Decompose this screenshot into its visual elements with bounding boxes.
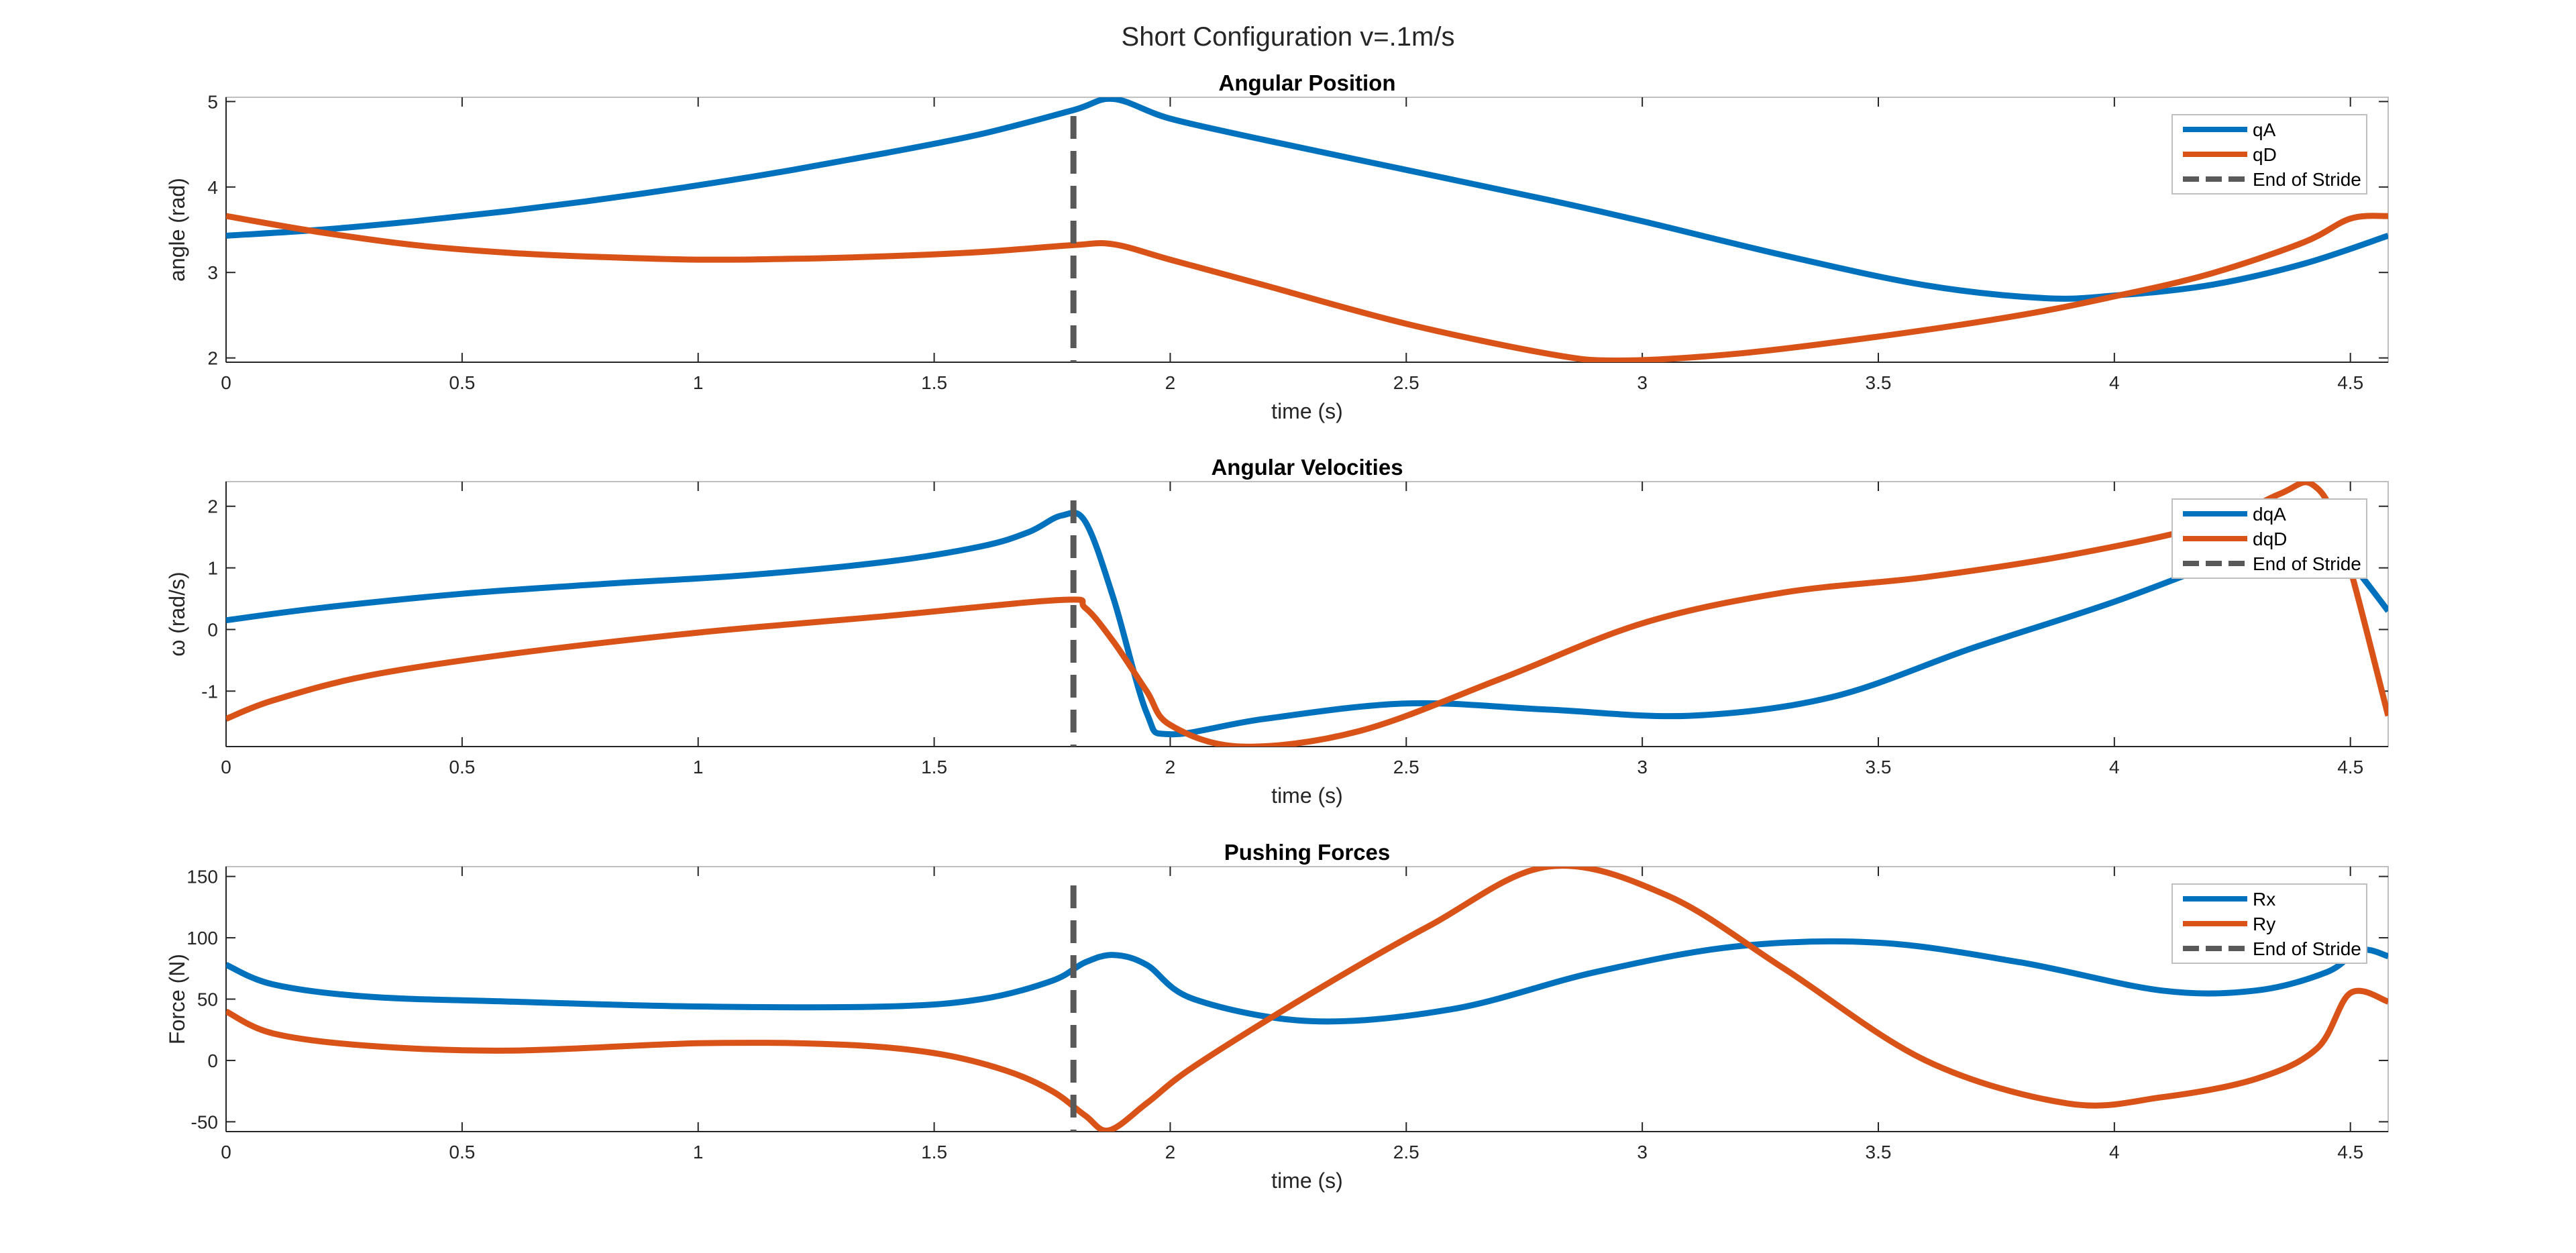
- x-axis-label: time (s): [1271, 1168, 1343, 1193]
- legend-label: dqD: [2253, 529, 2287, 549]
- series-line-qD: [226, 213, 2388, 362]
- y-tick-label: 0: [207, 1050, 218, 1071]
- legend-label: dqA: [2253, 504, 2286, 525]
- x-axis-label: time (s): [1271, 399, 1343, 423]
- series-line-dqA: [226, 509, 2388, 738]
- x-tick-label: 1: [693, 372, 704, 393]
- figure-title: Short Configuration v=.1m/s: [1122, 22, 1455, 52]
- y-tick-label: 5: [207, 91, 218, 112]
- legend-label: End of Stride: [2253, 169, 2361, 190]
- legend-label: qA: [2253, 119, 2276, 140]
- panel-2: 0 0.5 1 1.5 2 2.5 3 3.5 4 4.5 -1 0 1 2 time (s) ω (rad/…: [165, 455, 2389, 808]
- y-tick-label: 4: [207, 177, 218, 198]
- series-group: [226, 867, 2388, 1132]
- x-tick-label: 0.5: [449, 372, 475, 393]
- x-axis-label: time (s): [1271, 783, 1343, 808]
- legend: dqA dqD End of Stride: [2171, 498, 2367, 579]
- axes-box: [225, 97, 2389, 363]
- x-tick-label: 2: [1165, 372, 1176, 393]
- axes-box: [225, 481, 2389, 747]
- x-tick-label: 2.5: [1393, 1142, 1419, 1162]
- x-tick-label: 3.5: [1866, 1142, 1892, 1162]
- x-tick-label: 3: [1637, 372, 1648, 393]
- x-tick-label: 2.5: [1393, 372, 1419, 393]
- series-line-Rx: [226, 938, 2388, 1025]
- x-tick-label: 4.5: [2337, 757, 2363, 777]
- legend: Rx Ry End of Stride: [2171, 883, 2367, 964]
- x-tick-label: 2: [1165, 757, 1176, 777]
- x-tick-label: 2.5: [1393, 757, 1419, 777]
- x-tick-label: 0: [221, 757, 231, 777]
- y-tick-label: 3: [207, 262, 218, 283]
- x-tick-label: 0.5: [449, 1142, 475, 1162]
- y-tick-label: 2: [207, 348, 218, 369]
- x-tick-label: 1: [693, 757, 704, 777]
- panel-title: Pushing Forces: [1224, 840, 1391, 865]
- x-tick-label: 0: [221, 372, 231, 393]
- legend-label: qD: [2253, 144, 2277, 165]
- panel-1: 0 0.5 1 1.5 2 2.5 3 3.5 4 4.5 2 3 4 5 time (s) angle (r…: [165, 70, 2389, 423]
- y-tick-label: -50: [191, 1111, 218, 1132]
- y-tick-label: -1: [201, 681, 218, 702]
- y-tick-label: 1: [207, 558, 218, 579]
- legend-label: Ry: [2253, 914, 2275, 934]
- x-tick-label: 3: [1637, 1142, 1648, 1162]
- x-tick-label: 3.5: [1866, 372, 1892, 393]
- series-line-qA: [226, 97, 2388, 302]
- series-group: [226, 97, 2388, 362]
- series-line-Ry: [226, 867, 2388, 1132]
- y-tick-label: 100: [186, 928, 218, 948]
- y-tick-label: 150: [186, 867, 218, 887]
- y-tick-label: 0: [207, 619, 218, 640]
- x-tick-label: 1.5: [921, 1142, 947, 1162]
- x-tick-label: 4.5: [2337, 1142, 2363, 1162]
- y-tick-label: 50: [197, 989, 218, 1010]
- x-tick-label: 0: [221, 1142, 231, 1162]
- x-tick-label: 4.5: [2337, 372, 2363, 393]
- x-tick-label: 3.5: [1866, 757, 1892, 777]
- x-tick-label: 4: [2109, 1142, 2120, 1162]
- y-tick-label: 2: [207, 496, 218, 517]
- y-axis-label: angle (rad): [165, 178, 189, 282]
- x-tick-label: 4: [2109, 372, 2120, 393]
- legend-label: Rx: [2253, 889, 2275, 910]
- legend-label: End of Stride: [2253, 553, 2361, 574]
- panel-title: Angular Velocities: [1211, 455, 1403, 480]
- x-tick-label: 1: [693, 1142, 704, 1162]
- panel-title: Angular Position: [1219, 70, 1396, 95]
- legend-label: End of Stride: [2253, 938, 2361, 959]
- panels: 0 0.5 1 1.5 2 2.5 3 3.5 4 4.5 2 3 4 5 time (s) angle (r…: [165, 70, 2389, 1193]
- y-axis-label: ω (rad/s): [165, 571, 189, 656]
- x-tick-label: 0.5: [449, 757, 475, 777]
- y-axis-label: Force (N): [165, 954, 189, 1044]
- x-tick-label: 3: [1637, 757, 1648, 777]
- x-tick-label: 2: [1165, 1142, 1176, 1162]
- x-tick-label: 1.5: [921, 372, 947, 393]
- legend: qA qD End of Stride: [2171, 114, 2367, 195]
- x-tick-label: 1.5: [921, 757, 947, 777]
- x-tick-label: 4: [2109, 757, 2120, 777]
